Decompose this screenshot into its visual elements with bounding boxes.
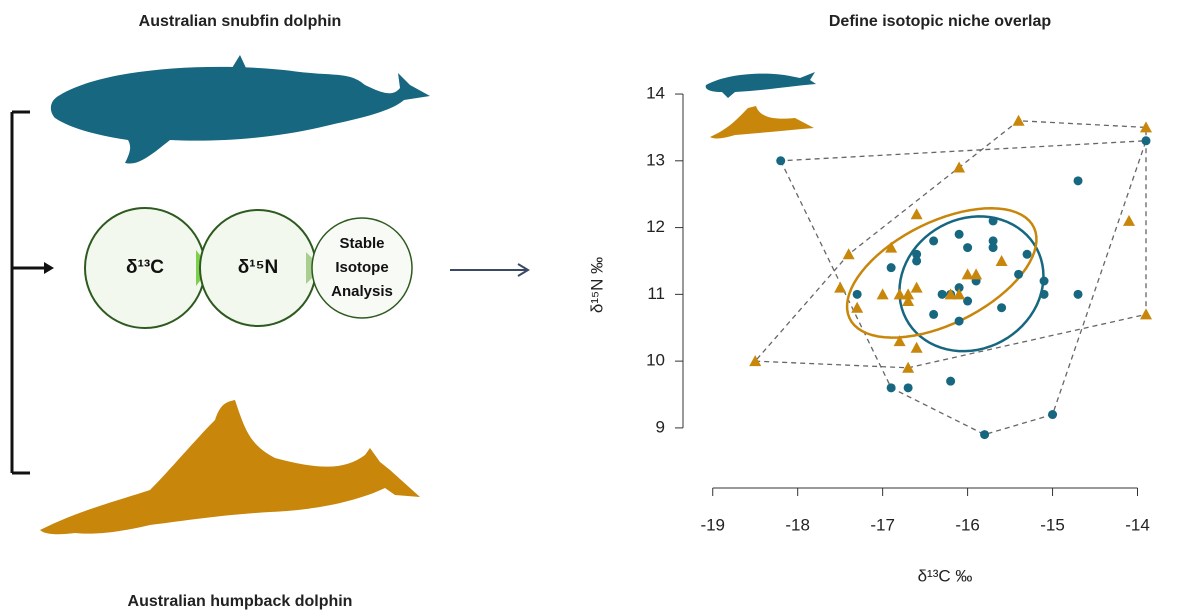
y-tick-label: 10 bbox=[646, 351, 665, 370]
snubfin-fin bbox=[232, 55, 246, 68]
x-tick-label: -15 bbox=[1040, 515, 1065, 534]
chart-title: Define isotopic niche overlap bbox=[829, 13, 1052, 30]
circle-text: Stable Isotope Analysis bbox=[322, 222, 402, 314]
point bbox=[929, 236, 938, 245]
x-axis-label: δ¹³C ‰ bbox=[918, 566, 973, 585]
convex-hull bbox=[755, 121, 1146, 368]
point bbox=[911, 342, 923, 353]
point bbox=[887, 263, 896, 272]
point bbox=[963, 243, 972, 252]
humpback-silhouette bbox=[40, 400, 420, 534]
figure: Australian snubfin dolphin Australian hu… bbox=[0, 0, 1192, 613]
snubfin-silhouette bbox=[51, 67, 430, 164]
point bbox=[989, 243, 998, 252]
point bbox=[1074, 290, 1083, 299]
plot: -19 -18 -17 -16 -15 -14 9 10 11 12 13 14 δ¹³C ‰ δ¹⁵N … bbox=[587, 84, 1152, 586]
point bbox=[834, 282, 846, 293]
point bbox=[938, 290, 947, 299]
y-tick-label: 12 bbox=[646, 217, 665, 236]
point bbox=[955, 317, 964, 326]
point bbox=[776, 156, 785, 165]
point bbox=[989, 216, 998, 225]
point bbox=[851, 302, 863, 313]
point bbox=[953, 161, 965, 172]
point bbox=[1040, 277, 1049, 286]
point bbox=[1013, 115, 1025, 126]
point bbox=[963, 297, 972, 306]
y-tick-label: 13 bbox=[646, 150, 665, 169]
y-tick-label: 14 bbox=[646, 84, 665, 103]
circle-label: Stable Isotope Analysis bbox=[322, 222, 402, 314]
circle-text: δ¹⁵N bbox=[210, 248, 306, 288]
circle-label: δ¹⁵N bbox=[210, 248, 306, 288]
x-tick-label: -16 bbox=[955, 515, 980, 534]
bottom-title: Australian humpback dolphin bbox=[128, 593, 353, 610]
point bbox=[1142, 136, 1151, 145]
x-tick-label: -19 bbox=[700, 515, 725, 534]
x-tick-label: -14 bbox=[1125, 515, 1150, 534]
point bbox=[946, 377, 955, 386]
bracket-arrow bbox=[44, 262, 54, 274]
point bbox=[1074, 176, 1083, 185]
point bbox=[1014, 270, 1023, 279]
x-tick-label: -17 bbox=[870, 515, 895, 534]
y-tick-label: 11 bbox=[647, 284, 665, 303]
legend-icon bbox=[706, 72, 816, 98]
circle-label: δ¹³C bbox=[95, 248, 195, 288]
niche-ellipse bbox=[899, 216, 1043, 351]
point bbox=[1140, 308, 1152, 319]
niche-ellipse bbox=[847, 208, 1036, 337]
flow-arrow bbox=[450, 264, 528, 276]
point bbox=[1048, 410, 1057, 419]
point bbox=[929, 310, 938, 319]
top-title: Australian snubfin dolphin bbox=[139, 13, 342, 30]
circle-text: δ¹³C bbox=[95, 248, 195, 288]
point bbox=[997, 303, 1006, 312]
point bbox=[1123, 215, 1135, 226]
point bbox=[962, 268, 974, 279]
point bbox=[955, 230, 964, 239]
point bbox=[877, 288, 889, 299]
point bbox=[1040, 290, 1049, 299]
legend-icon bbox=[710, 106, 814, 138]
point bbox=[980, 430, 989, 439]
y-tick-label: 9 bbox=[656, 417, 665, 436]
point bbox=[887, 383, 896, 392]
point bbox=[996, 255, 1008, 266]
point bbox=[911, 208, 923, 219]
point bbox=[853, 290, 862, 299]
point bbox=[894, 288, 906, 299]
point bbox=[843, 248, 855, 259]
point bbox=[904, 383, 913, 392]
x-tick-label: -18 bbox=[785, 515, 810, 534]
point bbox=[911, 282, 923, 293]
y-axis-label: δ¹⁵N ‰ bbox=[587, 257, 606, 313]
point bbox=[1023, 250, 1032, 259]
bracket bbox=[12, 112, 44, 473]
point bbox=[912, 256, 921, 265]
